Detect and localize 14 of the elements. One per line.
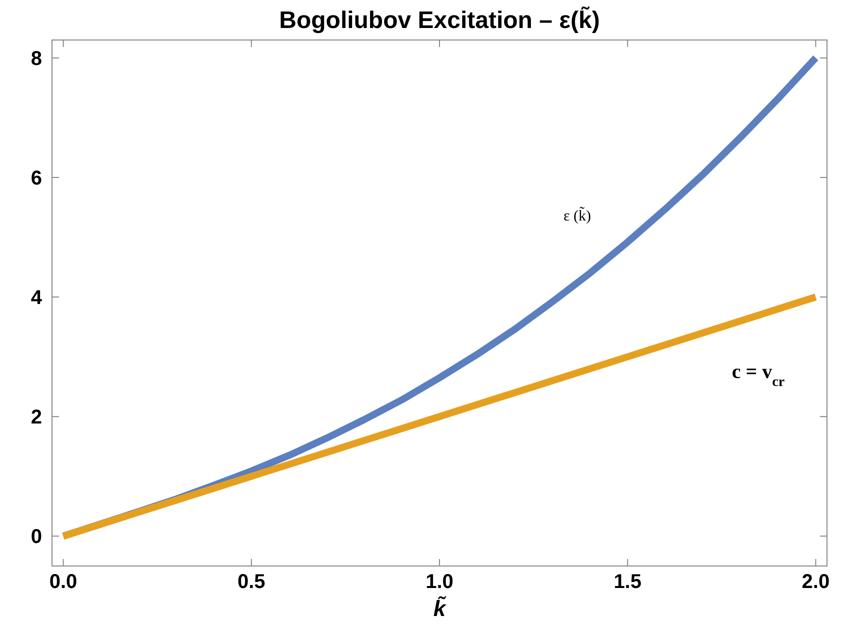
y-tick-label: 6 bbox=[30, 167, 42, 190]
y-tick-label: 4 bbox=[30, 287, 43, 310]
x-axis-title: k̃ bbox=[433, 596, 448, 621]
text: ε (k̃) bbox=[563, 206, 592, 225]
chart-title: Bogoliubov Excitation – ε(k̃) bbox=[279, 6, 600, 34]
y-tick-label: 8 bbox=[30, 48, 42, 70]
x-tick-label: 2.0 bbox=[802, 571, 830, 593]
x-tick-label: 1.0 bbox=[426, 571, 454, 593]
y-tick-label: 2 bbox=[30, 406, 42, 429]
y-tick-label: 0 bbox=[30, 526, 42, 548]
x-tick-label: 1.5 bbox=[614, 571, 642, 593]
x-tick-label: 0.0 bbox=[49, 571, 78, 593]
series-label: c = v$_{cr}$ bbox=[732, 361, 785, 390]
x-tick-label: 0.5 bbox=[237, 571, 266, 593]
